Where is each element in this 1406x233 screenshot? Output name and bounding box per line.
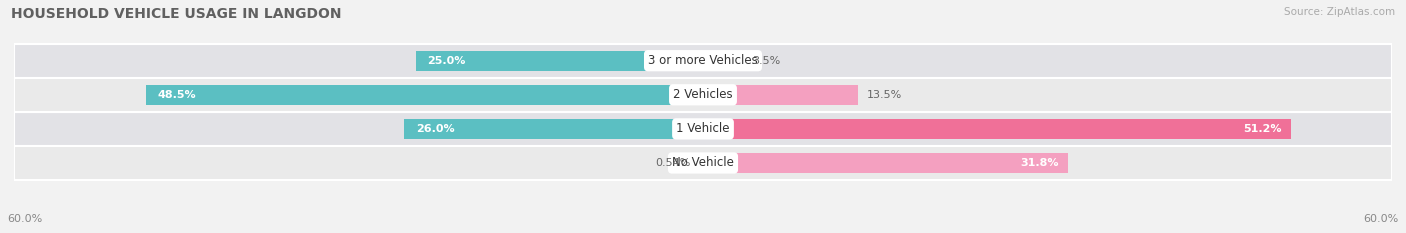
Text: 3.5%: 3.5%	[752, 56, 780, 66]
FancyBboxPatch shape	[14, 112, 1392, 146]
FancyBboxPatch shape	[14, 78, 1392, 112]
Text: 31.8%: 31.8%	[1021, 158, 1059, 168]
Text: 51.2%: 51.2%	[1243, 124, 1282, 134]
Text: 26.0%: 26.0%	[416, 124, 454, 134]
Text: HOUSEHOLD VEHICLE USAGE IN LANGDON: HOUSEHOLD VEHICLE USAGE IN LANGDON	[11, 7, 342, 21]
Text: No Vehicle: No Vehicle	[672, 157, 734, 169]
FancyBboxPatch shape	[14, 146, 1392, 180]
Text: 13.5%: 13.5%	[868, 90, 903, 100]
Text: 0.54%: 0.54%	[655, 158, 692, 168]
Text: 25.0%: 25.0%	[427, 56, 465, 66]
Bar	[703, 153, 1069, 173]
Bar	[703, 85, 858, 105]
Text: Source: ZipAtlas.com: Source: ZipAtlas.com	[1284, 7, 1395, 17]
Text: 2 Vehicles: 2 Vehicles	[673, 88, 733, 101]
Bar	[703, 51, 744, 71]
Bar	[697, 153, 703, 173]
Text: 1 Vehicle: 1 Vehicle	[676, 122, 730, 135]
FancyBboxPatch shape	[14, 44, 1392, 78]
Bar	[146, 85, 703, 105]
Bar	[703, 119, 1291, 139]
Text: 48.5%: 48.5%	[157, 90, 197, 100]
Bar	[416, 51, 703, 71]
Bar	[405, 119, 703, 139]
Text: 60.0%: 60.0%	[7, 214, 42, 224]
Text: 3 or more Vehicles: 3 or more Vehicles	[648, 54, 758, 67]
Text: 60.0%: 60.0%	[1364, 214, 1399, 224]
